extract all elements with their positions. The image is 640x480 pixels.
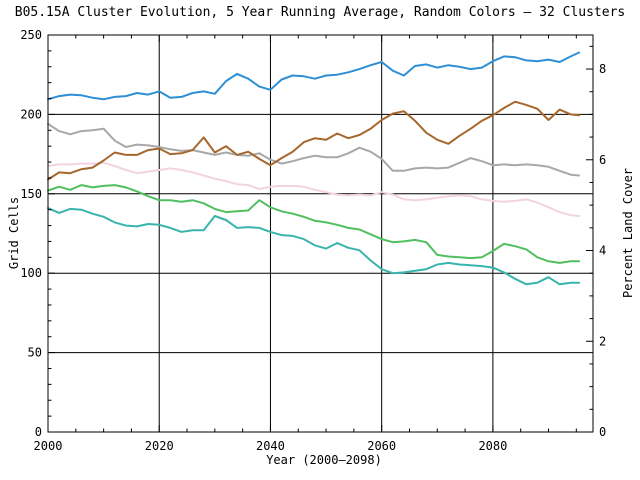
chart-title: B05.15A Cluster Evolution, 5 Year Runnin… xyxy=(14,5,626,20)
y-axis-label-right: Percent Land Cover xyxy=(621,167,635,299)
series-teal-line xyxy=(47,207,581,286)
series-gray-line xyxy=(47,122,581,177)
y-right-tick-label: 4 xyxy=(599,244,606,258)
y-left-tick-label: 150 xyxy=(20,187,42,201)
y-axis-label-left: Grid Cells xyxy=(7,196,21,270)
x-axis-label: Year (2000–2098) xyxy=(266,453,382,467)
x-tick-label: 2060 xyxy=(367,439,396,453)
x-tick-label: 2020 xyxy=(145,439,174,453)
y-right-tick-label: 8 xyxy=(599,62,606,76)
y-left-tick-label: 100 xyxy=(20,266,42,280)
y-left-tick-label: 0 xyxy=(35,425,42,439)
series-brown-line xyxy=(47,100,581,181)
series-blue-line xyxy=(47,51,581,101)
y-right-tick-label: 2 xyxy=(599,334,606,348)
plot-frame xyxy=(47,34,594,433)
x-tick-label: 2000 xyxy=(34,439,63,453)
y-right-tick-label: 6 xyxy=(599,153,606,167)
y-left-tick-label: 50 xyxy=(28,346,42,360)
x-tick-label: 2080 xyxy=(478,439,507,453)
series-green-line xyxy=(47,184,581,264)
y-left-tick-label: 200 xyxy=(20,107,42,121)
series-pink-line xyxy=(47,161,581,217)
x-tick-label: 2040 xyxy=(256,439,285,453)
y-right-tick-label: 0 xyxy=(599,425,606,439)
y-left-tick-label: 250 xyxy=(20,28,42,42)
